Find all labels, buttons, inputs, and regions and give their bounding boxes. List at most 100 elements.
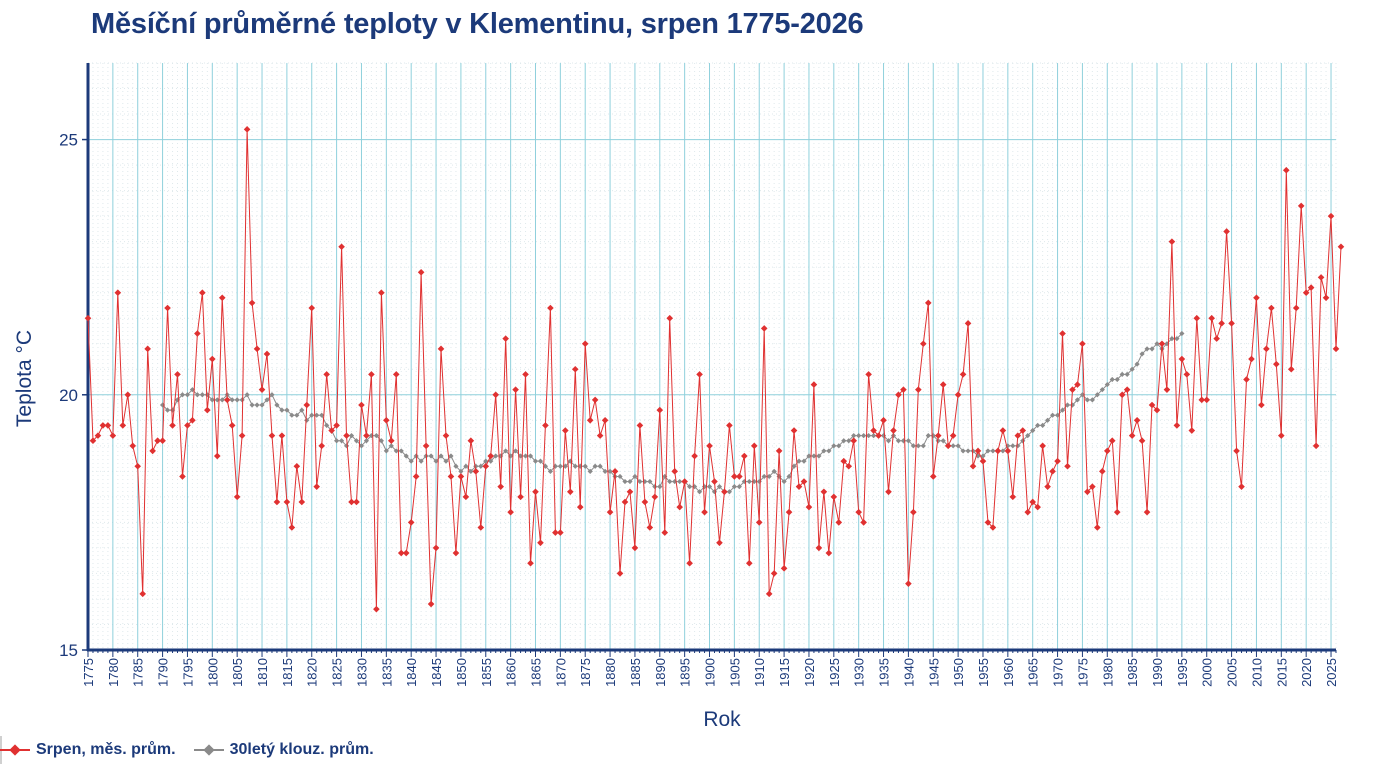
- x-tick-label: 1860: [504, 658, 519, 687]
- rolling-average-point: [393, 448, 399, 454]
- monthly-mean-point: [373, 605, 380, 613]
- monthly-mean-point: [134, 462, 142, 470]
- monthly-mean-point: [427, 600, 435, 608]
- rolling-average-point: [866, 433, 872, 439]
- rolling-average-point: [1104, 381, 1110, 388]
- monthly-mean-point: [835, 519, 843, 526]
- y-tick-label: 15: [59, 641, 78, 660]
- monthly-mean-point: [368, 371, 375, 378]
- monthly-mean-point: [288, 524, 296, 531]
- rolling-average-point: [791, 463, 797, 469]
- monthly-mean-point: [1113, 508, 1121, 516]
- monthly-mean-point: [268, 432, 276, 439]
- monthly-mean-point: [129, 442, 137, 450]
- monthly-mean-point: [1079, 340, 1086, 348]
- monthly-mean-point: [721, 488, 728, 496]
- monthly-mean-point: [522, 371, 529, 378]
- rolling-average-point: [179, 392, 186, 398]
- rolling-average-point: [388, 443, 394, 449]
- rolling-average-point: [1174, 336, 1180, 342]
- rolling-average-point: [637, 478, 643, 485]
- monthly-mean-point: [343, 432, 350, 439]
- x-tick-label: 1845: [429, 658, 444, 687]
- monthly-mean-point: [576, 503, 584, 511]
- monthly-mean-point: [467, 437, 475, 445]
- monthly-mean-point: [1049, 468, 1056, 475]
- legend-label-rolling: 30letý klouz. prům.: [229, 741, 374, 758]
- rolling-average-point: [453, 463, 459, 469]
- rolling-average-point: [1035, 422, 1041, 429]
- monthly-mean-point: [1059, 330, 1066, 337]
- monthly-mean-point: [666, 314, 674, 322]
- rolling-average-point: [1064, 402, 1071, 408]
- rolling-average-point: [990, 448, 996, 454]
- x-tick-label: 2020: [1299, 658, 1314, 687]
- monthly-mean-point: [179, 473, 186, 480]
- rolling-average-point: [194, 392, 200, 398]
- rolling-average-point: [1114, 376, 1120, 383]
- rolling-average-point: [1129, 366, 1135, 372]
- rolling-average-point: [264, 397, 270, 403]
- monthly-mean-point: [253, 345, 261, 353]
- x-tick-label: 1830: [354, 658, 369, 687]
- monthly-mean-point: [646, 524, 654, 531]
- monthly-mean-point: [442, 432, 450, 439]
- monthly-mean-point: [1198, 396, 1206, 404]
- rolling-average-point: [1049, 412, 1056, 418]
- monthly-mean-point: [412, 473, 420, 480]
- rolling-average-point: [513, 448, 519, 454]
- rolling-average-point: [771, 468, 777, 474]
- monthly-mean-point: [1322, 294, 1330, 302]
- monthly-mean-point: [209, 355, 216, 363]
- monthly-mean-point: [243, 126, 251, 133]
- rolling-average-point: [299, 407, 305, 413]
- legend-item-monthly[interactable]: Srpen, měs. prům.: [0, 741, 176, 759]
- monthly-mean-point: [800, 478, 808, 485]
- monthly-mean-point: [1029, 498, 1037, 506]
- monthly-mean-point: [278, 432, 286, 439]
- monthly-mean-point: [606, 508, 614, 516]
- monthly-mean-point: [1292, 304, 1300, 312]
- monthly-mean-point: [164, 304, 171, 312]
- monthly-mean-point: [755, 519, 763, 526]
- rolling-average-point: [438, 453, 444, 459]
- monthly-mean-point: [984, 519, 992, 526]
- rolling-average-point: [841, 438, 847, 444]
- monthly-mean-point: [104, 422, 112, 429]
- monthly-mean-point-group: [84, 126, 1345, 613]
- x-tick-label: 1995: [1175, 658, 1190, 687]
- rolling-average-point: [184, 392, 191, 398]
- x-tick-label: 1865: [528, 658, 543, 687]
- monthly-mean-point: [333, 422, 340, 429]
- monthly-mean-point: [1019, 427, 1027, 434]
- monthly-mean-point: [313, 483, 321, 490]
- monthly-mean-point: [487, 452, 495, 460]
- monthly-mean-point: [760, 325, 768, 332]
- monthly-mean-point: [502, 335, 509, 342]
- monthly-mean-point: [1024, 508, 1032, 516]
- monthly-mean-point: [581, 340, 589, 348]
- rolling-average-point: [960, 448, 966, 454]
- monthly-mean-point: [258, 386, 266, 393]
- rolling-average-line: [162, 333, 1183, 493]
- monthly-mean-point: [144, 345, 151, 353]
- monthly-mean-point: [1108, 437, 1116, 445]
- monthly-mean-point: [1034, 503, 1041, 511]
- monthly-mean-point: [815, 544, 823, 552]
- rolling-average-point: [975, 453, 981, 459]
- monthly-mean-point: [915, 386, 922, 393]
- monthly-mean-point: [318, 442, 325, 450]
- monthly-mean-point: [273, 498, 281, 506]
- monthly-mean-point: [482, 462, 490, 470]
- monthly-mean-point: [934, 432, 942, 439]
- rolling-average-point: [781, 478, 787, 485]
- monthly-mean-point: [825, 549, 833, 557]
- monthly-mean-point: [238, 432, 246, 439]
- monthly-mean-point: [353, 498, 360, 506]
- monthly-mean-point: [552, 529, 559, 536]
- rolling-average-point: [433, 458, 439, 464]
- legend-item-rolling[interactable]: 30letý klouz. prům.: [193, 741, 374, 759]
- legend-swatch-rolling: [193, 744, 224, 756]
- x-tick-label: 1885: [628, 658, 643, 687]
